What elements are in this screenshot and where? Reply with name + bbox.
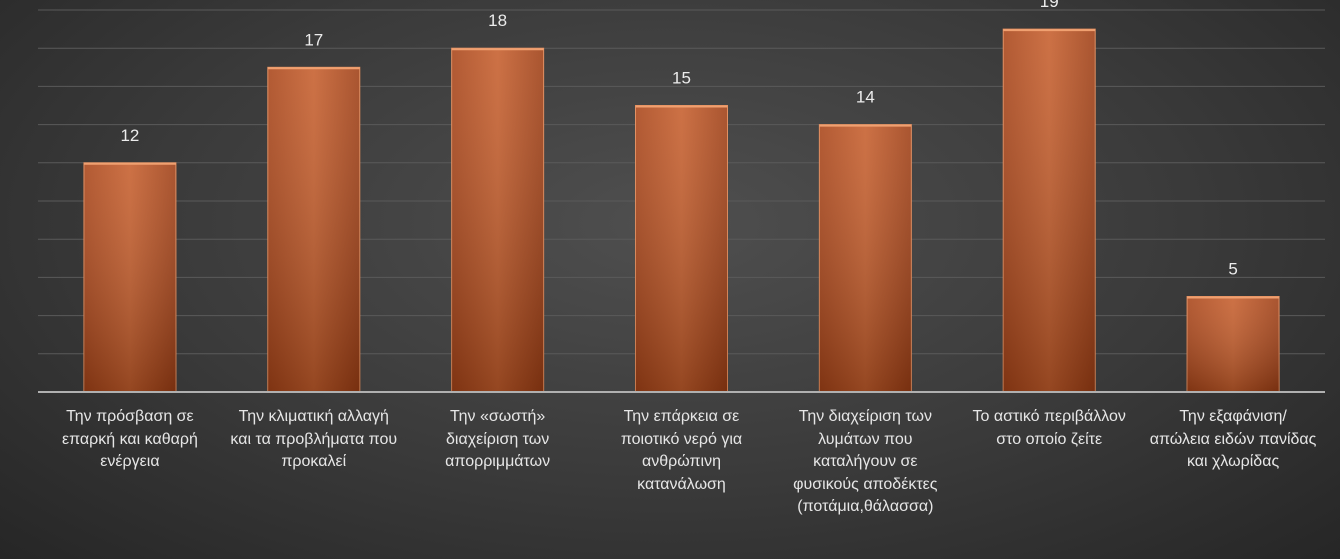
data-label: 19 [1040, 0, 1059, 11]
category-label: Την «σωστή» διαχείριση των απορριμμάτων [445, 408, 551, 470]
bar [818, 124, 912, 393]
bar [451, 47, 545, 393]
data-label: 15 [672, 69, 691, 88]
data-label: 14 [856, 88, 875, 107]
data-label: 12 [120, 126, 139, 145]
bar [1002, 28, 1096, 393]
category-label: Την διαχείριση των λυμάτων που καταλήγου… [793, 408, 938, 515]
data-label: 18 [488, 11, 507, 30]
data-label: 17 [304, 30, 323, 49]
category-label: Το αστικό περιβάλλον στο οποίο ζείτε [972, 408, 1126, 448]
category-label: Την επάρκεια σε ποιοτικό νερό για ανθρώπ… [620, 408, 743, 493]
bar [83, 162, 177, 393]
bar [267, 66, 361, 393]
data-label: 5 [1228, 260, 1237, 279]
bar [635, 105, 728, 393]
category-label: Την εξαφάνιση/ απώλεια ειδών πανίδας και… [1149, 408, 1317, 470]
bar [1186, 296, 1280, 393]
category-label: Την κλιματική αλλαγή και τα προβλήματα π… [230, 408, 398, 470]
category-label: Την πρόσβαση σε επαρκή και καθαρή ενέργε… [61, 408, 198, 470]
